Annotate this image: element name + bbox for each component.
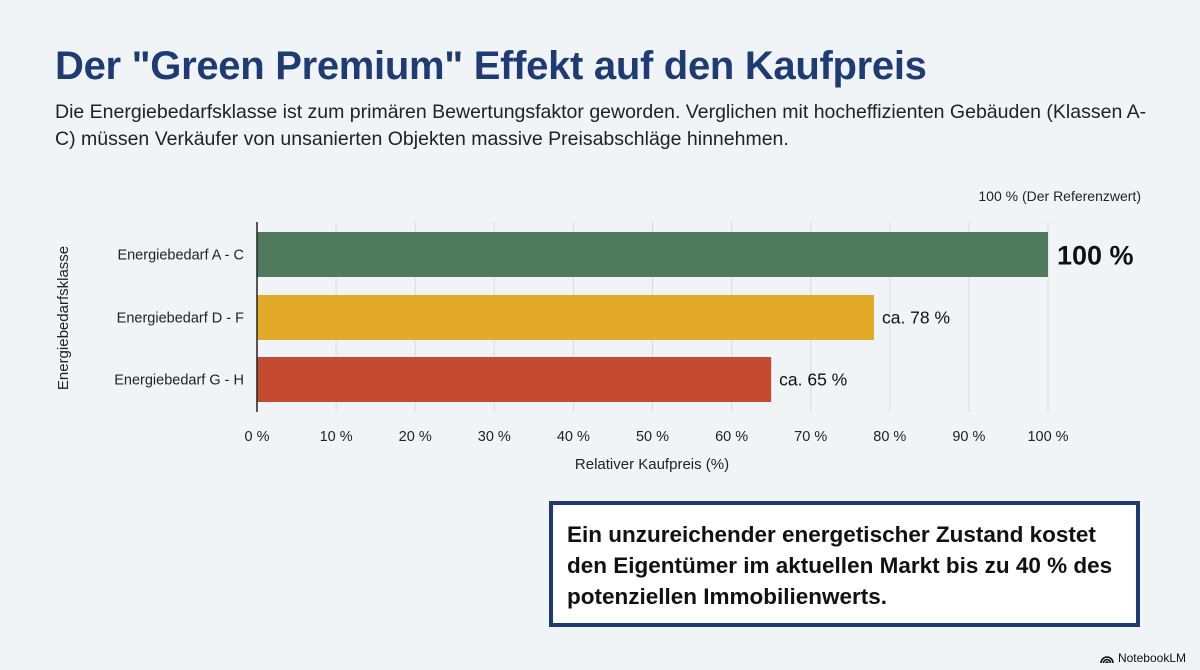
bar-chart: 0 % 10 % 20 % 30 % 40 % 50 % 60 % 70 % 80 % 90 % 1…: [55, 188, 1141, 473]
x-tick-label: 80 %: [873, 429, 906, 445]
x-axis-label: Relativer Kaufpreis (%): [575, 456, 729, 473]
reference-annotation: 100 % (Der Referenzwert): [978, 188, 1141, 204]
key-takeaway-box: Ein unzureichender energetischer Zustand…: [549, 501, 1140, 627]
data-labels: 100 % ca. 78 % ca. 65 %: [779, 241, 1133, 390]
x-tick-label: 100 %: [1027, 429, 1068, 445]
category-label: Energiebedarf D - F: [117, 311, 244, 327]
bars: [257, 232, 1048, 402]
brand-label: NotebookLM: [1117, 651, 1186, 665]
x-tick-label: 60 %: [715, 429, 748, 445]
bar: [257, 357, 772, 402]
category-label: Energiebedarf A - C: [117, 248, 244, 264]
y-axis-label: Energiebedarfsklasse: [55, 246, 72, 390]
x-tick-label: 0 %: [245, 429, 270, 445]
x-tick-label: 40 %: [557, 429, 590, 445]
x-tick-label: 30 %: [478, 429, 511, 445]
x-tick-label: 20 %: [399, 429, 432, 445]
brand-watermark: NotebookLM: [1100, 651, 1186, 665]
notebooklm-logo-icon: [1100, 655, 1114, 663]
x-tick-label: 90 %: [952, 429, 985, 445]
x-tick-label: 50 %: [636, 429, 669, 445]
page-subtitle: Die Energiebedarfsklasse ist zum primäre…: [55, 101, 1147, 150]
bar: [257, 232, 1048, 277]
x-tick-label: 70 %: [794, 429, 827, 445]
page-title: Der "Green Premium" Effekt auf den Kaufp…: [55, 44, 927, 88]
data-label: 100 %: [1057, 241, 1134, 271]
data-label: ca. 65 %: [779, 370, 847, 390]
bar: [257, 295, 874, 340]
category-label: Energiebedarf G - H: [114, 373, 244, 389]
x-tick-label: 10 %: [320, 429, 353, 445]
key-takeaway-text: Ein unzureichender energetischer Zustand…: [567, 522, 1113, 609]
category-labels: Energiebedarf A - C Energiebedarf D - F En…: [114, 248, 244, 389]
x-tick-labels: 0 % 10 % 20 % 30 % 40 % 50 % 60 % 70 % 80 % 90 % 1…: [245, 429, 1069, 445]
data-label: ca. 78 %: [882, 308, 950, 328]
